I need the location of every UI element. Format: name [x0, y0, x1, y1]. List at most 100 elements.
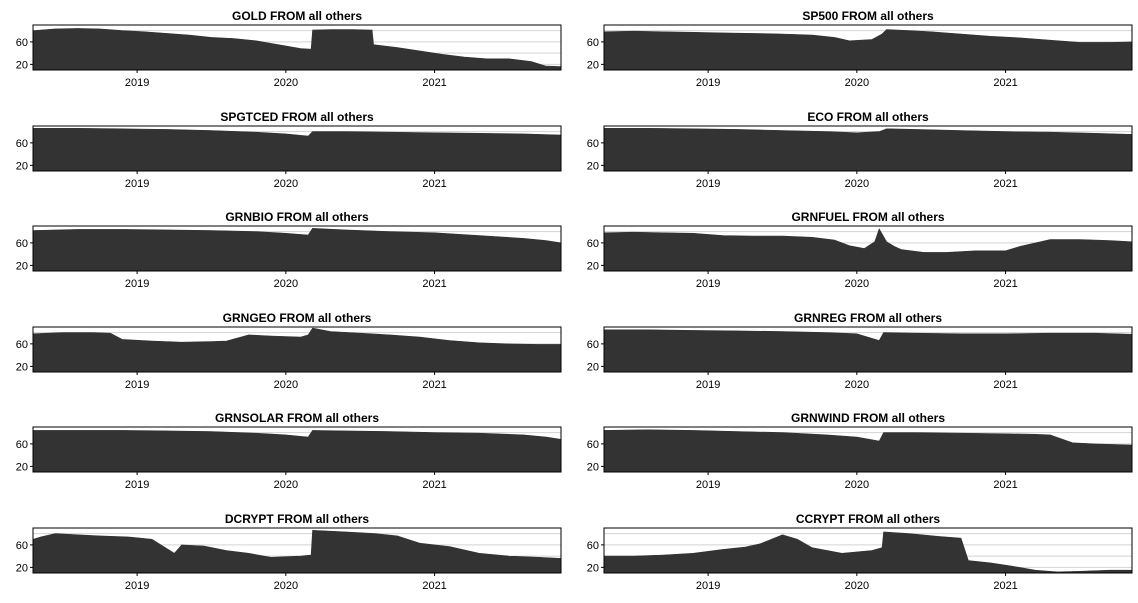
x-tick-label: 2019 [125, 278, 149, 290]
x-tick-label: 2020 [274, 178, 298, 190]
chart-panel: GOLD FROM all others 20 60 2019 2020 2021 [16, 9, 562, 89]
x-tick-label: 2019 [696, 178, 720, 190]
x-tick-label: 2019 [125, 580, 149, 592]
y-tick-label: 60 [587, 238, 599, 250]
y-tick-label: 20 [587, 562, 599, 574]
y-tick-label: 60 [587, 540, 599, 552]
chart-panel: GRNFUEL FROM all others 20 60 2019 2020 2021 [587, 210, 1133, 290]
x-tick-label: 2020 [845, 178, 869, 190]
chart-title: GRNFUEL FROM all others [791, 210, 944, 224]
plot-frame [32, 24, 562, 71]
x-tick-label: 2021 [422, 580, 446, 592]
chart-panel: GRNSOLAR FROM all others 20 60 2019 2020 2021 [16, 411, 562, 491]
y-tick-label: 60 [587, 439, 599, 451]
x-tick-label: 2019 [125, 77, 149, 89]
x-tick-label: 2021 [422, 77, 446, 89]
chart-title: GRNBIO FROM all others [225, 210, 369, 224]
y-tick-label: 20 [16, 260, 28, 272]
plot-frame [603, 125, 1133, 172]
chart-title: GRNSOLAR FROM all others [215, 411, 379, 425]
chart-panel: SPGTCED FROM all others 20 60 2019 2020 2021 [16, 110, 562, 190]
chart-panel: GRNWIND FROM all others 20 60 2019 2020 2021 [587, 411, 1133, 491]
x-tick-label: 2020 [274, 77, 298, 89]
x-tick-label: 2021 [422, 479, 446, 491]
plot-frame [603, 527, 1133, 574]
area-series [32, 529, 562, 574]
plot-frame [603, 225, 1133, 272]
y-tick-label: 20 [16, 461, 28, 473]
plot-frame [32, 326, 562, 373]
chart-title: GRNWIND FROM all others [791, 411, 945, 425]
x-tick-label: 2020 [274, 580, 298, 592]
x-tick-label: 2021 [422, 178, 446, 190]
x-tick-label: 2021 [993, 580, 1017, 592]
y-tick-label: 20 [587, 461, 599, 473]
chart-title: CCRYPT FROM all others [796, 512, 941, 526]
area-series [32, 28, 562, 71]
y-tick-label: 60 [587, 138, 599, 150]
chart-title: DCRYPT FROM all others [225, 512, 370, 526]
area-series [603, 329, 1133, 373]
x-tick-label: 2020 [274, 278, 298, 290]
chart-panel: GRNREG FROM all others 20 60 2019 2020 2021 [587, 311, 1133, 391]
x-tick-label: 2019 [125, 379, 149, 391]
plot-frame [603, 326, 1133, 373]
y-tick-label: 60 [16, 439, 28, 451]
chart-panel: CCRYPT FROM all others 20 60 2019 2020 2021 [587, 512, 1133, 592]
y-tick-label: 20 [16, 361, 28, 373]
y-tick-label: 20 [16, 562, 28, 574]
area-series [32, 430, 562, 473]
x-tick-label: 2019 [696, 77, 720, 89]
chart-title: GRNGEO FROM all others [223, 311, 372, 325]
x-tick-label: 2020 [845, 77, 869, 89]
y-tick-label: 20 [587, 59, 599, 71]
area-series [603, 531, 1133, 574]
y-tick-label: 20 [16, 59, 28, 71]
plot-frame [32, 426, 562, 473]
y-tick-label: 60 [16, 238, 28, 250]
x-tick-label: 2019 [696, 278, 720, 290]
x-tick-label: 2021 [422, 278, 446, 290]
y-tick-label: 60 [16, 339, 28, 351]
plot-frame [603, 24, 1133, 71]
x-tick-label: 2020 [845, 479, 869, 491]
y-tick-label: 60 [16, 540, 28, 552]
chart-panel: GRNGEO FROM all others 20 60 2019 2020 2021 [16, 311, 562, 391]
x-tick-label: 2020 [845, 379, 869, 391]
plot-frame [32, 225, 562, 272]
x-tick-label: 2021 [993, 278, 1017, 290]
x-tick-label: 2019 [696, 580, 720, 592]
chart-title: SP500 FROM all others [802, 9, 934, 23]
x-tick-label: 2021 [422, 379, 446, 391]
y-tick-label: 20 [587, 160, 599, 172]
chart-panel: SP500 FROM all others 20 60 2019 2020 2021 [587, 9, 1133, 89]
plot-frame [32, 527, 562, 574]
x-tick-label: 2021 [993, 379, 1017, 391]
y-tick-label: 60 [16, 37, 28, 49]
x-tick-label: 2020 [845, 278, 869, 290]
x-tick-label: 2021 [993, 479, 1017, 491]
chart-panel: DCRYPT FROM all others 20 60 2019 2020 2021 [16, 512, 562, 592]
area-series [32, 128, 562, 172]
x-tick-label: 2021 [993, 178, 1017, 190]
area-series [603, 29, 1133, 71]
y-tick-label: 20 [16, 160, 28, 172]
chart-title: ECO FROM all others [807, 110, 929, 124]
chart-panel: GRNBIO FROM all others 20 60 2019 2020 2021 [16, 210, 562, 290]
chart-title: GOLD FROM all others [232, 9, 362, 23]
x-tick-label: 2019 [125, 178, 149, 190]
chart-title: SPGTCED FROM all others [220, 110, 374, 124]
plot-frame [603, 426, 1133, 473]
x-tick-label: 2020 [845, 580, 869, 592]
y-tick-label: 60 [587, 37, 599, 49]
x-tick-label: 2020 [274, 479, 298, 491]
y-tick-label: 20 [587, 361, 599, 373]
y-tick-label: 60 [16, 138, 28, 150]
y-tick-label: 20 [587, 260, 599, 272]
chart-title: GRNREG FROM all others [794, 311, 942, 325]
x-tick-label: 2019 [696, 479, 720, 491]
x-tick-label: 2019 [125, 479, 149, 491]
x-tick-label: 2019 [696, 379, 720, 391]
chart-panel: ECO FROM all others 20 60 2019 2020 2021 [587, 110, 1133, 190]
